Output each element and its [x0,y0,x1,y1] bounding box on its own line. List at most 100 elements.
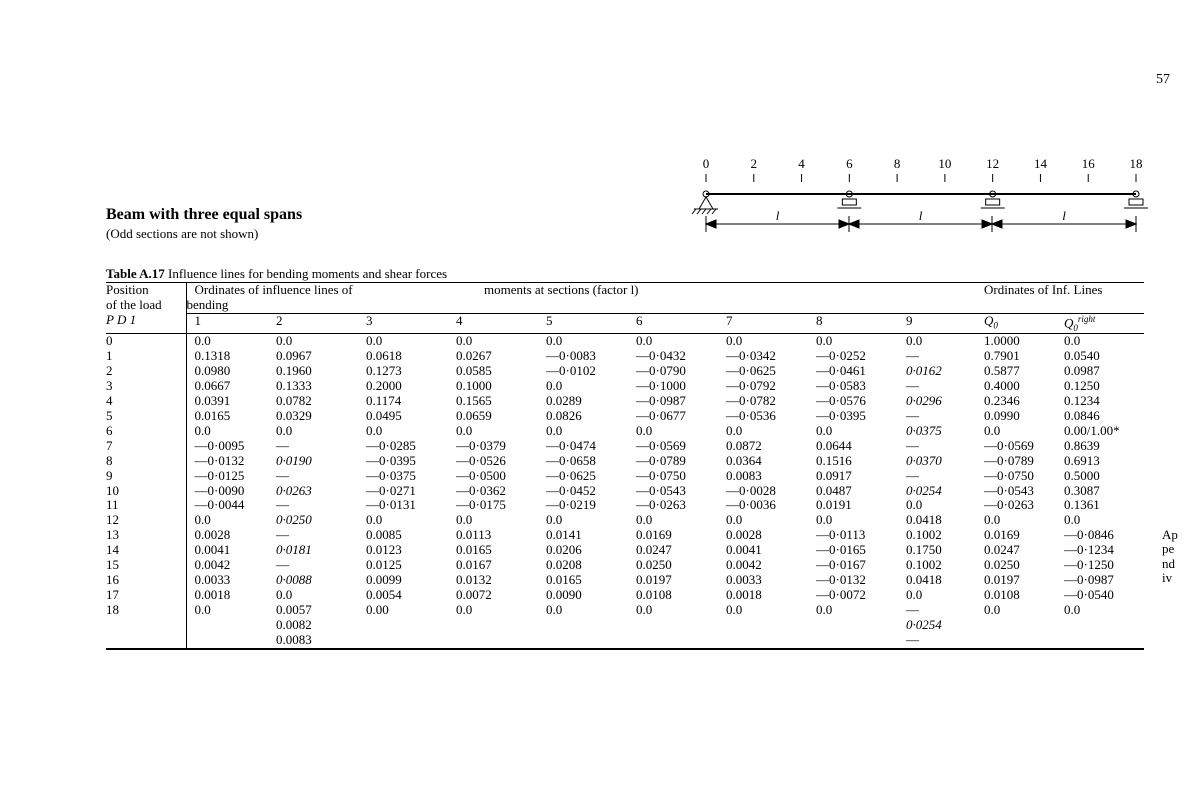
cell: 0.0247 [984,543,1064,558]
q0r-sup: right [1078,314,1096,324]
extra-c2-a: 0.0082 [276,618,366,633]
cell: —0·0461 [816,364,906,379]
cell: 0.0990 [984,409,1064,424]
cell: 0.0585 [456,364,546,379]
cell: — [276,469,366,484]
cell: 0.0 [636,603,726,618]
row-pos: 1 [106,349,186,364]
cell: 0.0 [546,379,636,394]
cell: 0.0 [1064,603,1144,618]
row-pos: 11 [106,498,186,513]
cell: 0.0418 [906,573,984,588]
extra-c9b: — [906,633,984,649]
beam-diagram: 024681012141618 [686,146,1156,252]
row-pos: 10 [106,484,186,499]
cell: —0·0132 [186,454,276,469]
cell: —0·0131 [366,498,456,513]
table-caption: Table A.17 Influence lines for bending m… [106,266,447,282]
caption-bold: Table A.17 [106,266,165,281]
cell: 0.1361 [1064,498,1144,513]
cell: —0·0750 [984,469,1064,484]
cell: 0.0 [816,424,906,439]
svg-text:6: 6 [846,156,853,171]
cell: —0·0782 [726,394,816,409]
cell: 0.1000 [456,379,546,394]
cell: 0.0329 [276,409,366,424]
cell: —0·0028 [726,484,816,499]
title-block: Beam with three equal spans (Odd section… [106,206,302,242]
title-main: Beam with three equal spans [106,206,302,224]
cell: —0·0219 [546,498,636,513]
cell: 0.0018 [726,588,816,603]
cell: —0·0072 [816,588,906,603]
cell: —0·0113 [816,528,906,543]
cell: 0.0041 [186,543,276,558]
cell: 0.0 [984,603,1064,618]
svg-text:8: 8 [894,156,901,171]
cell: — [276,558,366,573]
svg-text:l: l [1062,208,1066,223]
svg-text:l: l [776,208,780,223]
cell: 0.1250 [1064,379,1144,394]
cell: — [906,439,984,454]
cell: 0.0 [984,513,1064,528]
hdr-col-q0: Q0 [984,313,1064,333]
hdr-group3: Ordinates of Inf. Lines [984,283,1144,298]
cell: 0.0618 [366,349,456,364]
hdr-col-4: 4 [456,313,546,333]
cell: 0.0090 [546,588,636,603]
cell: 0.0 [816,603,906,618]
hdr-col-7: 7 [726,313,816,333]
cell: —0·0569 [636,439,726,454]
cell: —0·0395 [366,454,456,469]
cell: —0·0543 [984,484,1064,499]
q0r-sub: 0 [1073,323,1078,333]
cell: 0.0 [906,334,984,349]
cell: 1.0000 [984,334,1064,349]
svg-text:2: 2 [751,156,758,171]
svg-text:14: 14 [1034,156,1048,171]
row-pos: 9 [106,469,186,484]
cell: —0·0167 [816,558,906,573]
cell: 0.0782 [276,394,366,409]
cell: —0·0395 [816,409,906,424]
cell: —0·0263 [984,498,1064,513]
cell: 0·0370 [906,454,984,469]
title-sub: (Odd sections are not shown) [106,226,302,242]
cell: 0.0 [726,513,816,528]
svg-text:16: 16 [1082,156,1096,171]
cell: — [276,439,366,454]
margin-note-line: iv [1162,570,1172,585]
cell: 0.0 [186,513,276,528]
cell: 0.0042 [726,558,816,573]
cell: 0.0 [186,603,276,618]
q0r-sym: Q [1064,315,1073,330]
cell: 0.5000 [1064,469,1144,484]
cell: 0.00 [366,603,456,618]
cell: 0.0 [636,513,726,528]
cell: 0.0 [816,334,906,349]
margin-note: Ap pe nd iv [1162,528,1188,585]
cell: 0.4000 [984,379,1064,394]
cell: 0.0191 [816,498,906,513]
row-pos: 5 [106,409,186,424]
cell: 0.0028 [726,528,816,543]
cell: 0.0391 [186,394,276,409]
cell: — [906,409,984,424]
cell: 0.0495 [366,409,456,424]
cell: —0·0789 [984,454,1064,469]
cell: 0.0125 [366,558,456,573]
cell: 0.0208 [546,558,636,573]
cell: 0.0085 [366,528,456,543]
cell: 0·0088 [276,573,366,588]
cell: 0.0169 [984,528,1064,543]
cell: —0·0379 [456,439,546,454]
hdr-col-2: 2 [276,313,366,333]
cell: —0·0090 [186,484,276,499]
cell: 0·0181 [276,543,366,558]
svg-text:0: 0 [703,156,710,171]
cell: 0.0 [726,603,816,618]
cell: 0.0 [456,334,546,349]
cell: 0.0 [906,588,984,603]
svg-text:12: 12 [986,156,999,171]
